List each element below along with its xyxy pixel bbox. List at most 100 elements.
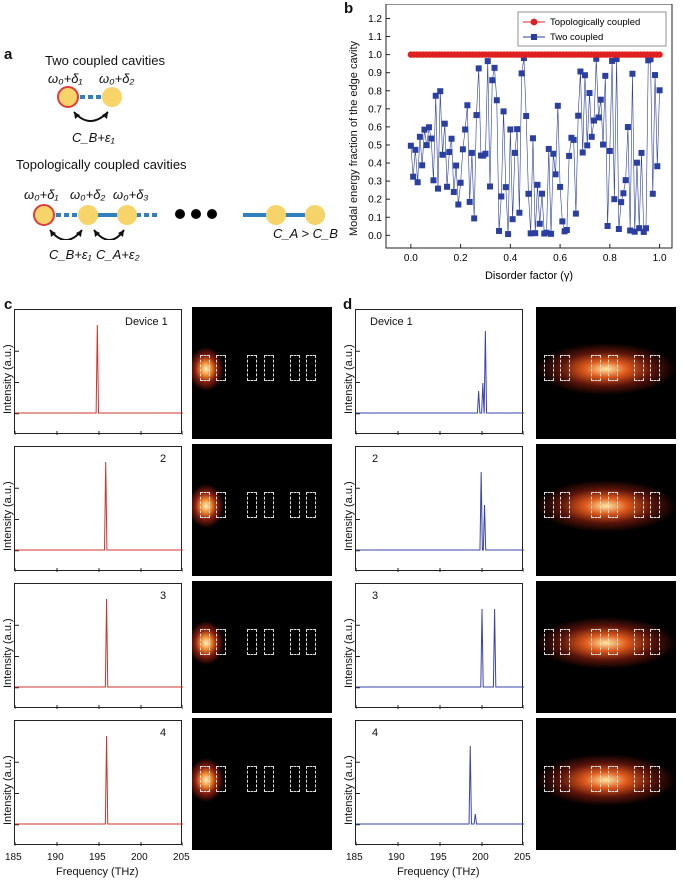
- label-cb-topo: C_B+ε₁: [49, 247, 92, 262]
- point-two-coupled: [410, 173, 417, 180]
- point-two-coupled: [615, 225, 622, 232]
- chart-b-frame: [385, 4, 673, 249]
- point-two-coupled: [652, 72, 659, 79]
- spectrum-plot-c-4: 4: [14, 720, 183, 846]
- cavity-outline: [200, 766, 210, 792]
- cavity-outline: [290, 355, 300, 381]
- point-two-coupled: [518, 70, 525, 77]
- coupling-arrow-ca: [93, 229, 125, 240]
- point-two-coupled: [609, 57, 616, 64]
- point-two-coupled: [446, 149, 453, 156]
- point-two-coupled: [563, 227, 570, 234]
- point-two-coupled: [572, 210, 579, 217]
- point-two-coupled: [509, 216, 516, 223]
- spectrum-xtick: 195: [430, 852, 447, 863]
- cavity-topo-2: [78, 205, 98, 225]
- cavity-outline: [306, 629, 316, 655]
- legend-two: Two coupled: [550, 32, 603, 43]
- point-two-coupled: [493, 97, 500, 104]
- spectrum-xtick: 185: [346, 852, 363, 863]
- label-w3-topo: ω₀+δ₃: [113, 187, 149, 202]
- chart-b-ytick: 0.6: [368, 122, 382, 133]
- point-two-coupled: [545, 145, 552, 152]
- device-label: 4: [160, 727, 167, 739]
- point-two-coupled: [416, 133, 423, 140]
- cavity-outline: [634, 629, 644, 655]
- spectrum-plot-d-2: 2: [355, 446, 524, 572]
- point-two-coupled: [498, 193, 505, 200]
- point-two-coupled: [575, 112, 582, 119]
- point-two-coupled: [482, 150, 489, 157]
- cavity-edge-topo: [33, 204, 55, 226]
- spectrum-line: [15, 324, 183, 414]
- spectrum-plot-c-2: 2: [14, 446, 183, 572]
- chart-b-xtick: 0.0: [404, 253, 418, 264]
- point-two-coupled: [514, 126, 521, 133]
- spectrum-ylabel: Intensity (a.u.): [2, 481, 14, 551]
- ellipsis-dot: [207, 209, 217, 219]
- chart-b-xtick: 0.2: [454, 253, 468, 264]
- point-two-coupled: [627, 227, 634, 234]
- point-two-coupled: [450, 188, 457, 195]
- cavity-outline: [216, 629, 226, 655]
- point-two-coupled: [643, 225, 649, 232]
- spectrum-xtick: 190: [47, 852, 64, 863]
- cavity-outline: [608, 355, 618, 381]
- cavity-topo-3: [117, 205, 137, 225]
- label-w1-topo: ω₀+δ₁: [24, 187, 59, 202]
- micrograph-d-1: [536, 307, 676, 439]
- cavity-outline: [247, 492, 257, 518]
- point-two-coupled: [588, 133, 595, 140]
- point-two-coupled: [444, 183, 451, 190]
- device-label: 3: [372, 590, 379, 602]
- ellipsis-dot: [175, 209, 185, 219]
- point-two-coupled: [453, 162, 460, 169]
- spectrum-ylabel: Intensity (a.u.): [2, 618, 14, 688]
- spectrum-plot-c-1: Device 1: [14, 309, 183, 435]
- chart-b-ytick: 0.7: [368, 104, 382, 115]
- cavity-outline: [634, 766, 644, 792]
- spectrum-xtick: 200: [472, 852, 489, 863]
- chart-b-ylabel: Modal energy fraction of the edge cavity: [348, 40, 360, 236]
- chart-b-xtick: 0.8: [603, 253, 617, 264]
- point-two-coupled: [468, 149, 475, 156]
- point-two-coupled: [525, 190, 532, 197]
- point-two-coupled: [407, 142, 414, 149]
- cavity-outline: [200, 355, 210, 381]
- label-w2-topo: ω₀+δ₂: [70, 187, 106, 202]
- point-two-coupled: [640, 228, 647, 235]
- cavity-outline: [200, 492, 210, 518]
- cavity-outline: [306, 766, 316, 792]
- spectrum-ylabel: Intensity (a.u.): [2, 344, 14, 414]
- point-two-coupled: [500, 108, 507, 115]
- point-two-coupled: [647, 56, 654, 63]
- point-two-coupled: [579, 149, 586, 156]
- cavity-outline: [264, 766, 274, 792]
- cavity-outline: [544, 629, 554, 655]
- point-two-coupled: [464, 102, 471, 109]
- point-two-coupled: [473, 112, 480, 119]
- cavity-outline: [544, 355, 554, 381]
- point-two-coupled: [584, 142, 591, 149]
- point-two-coupled: [586, 90, 593, 97]
- ellipsis-dot: [191, 209, 201, 219]
- point-two-coupled: [462, 126, 469, 133]
- point-two-coupled: [602, 72, 609, 79]
- spectrum-plot-d-1: Device 1: [355, 309, 524, 435]
- point-two-coupled: [624, 124, 631, 131]
- micrograph-c-2: [192, 444, 332, 576]
- spectrum-xtick: 205: [173, 852, 190, 863]
- point-two-coupled: [591, 117, 597, 124]
- point-two-coupled: [593, 55, 600, 62]
- label-w2-two: ω₀+δ₂: [99, 71, 135, 86]
- panel-a-diagram: [33, 86, 325, 240]
- point-two-coupled: [448, 135, 455, 142]
- spectrum-line: [15, 598, 183, 688]
- spectrum-line: [356, 471, 524, 551]
- cavity-outline: [560, 355, 570, 381]
- point-two-coupled: [554, 102, 561, 109]
- spectrum-line: [15, 735, 183, 825]
- device-label: 3: [160, 590, 167, 602]
- spectrum-ylabel: Intensity (a.u.): [2, 755, 14, 825]
- point-two-coupled: [516, 209, 523, 216]
